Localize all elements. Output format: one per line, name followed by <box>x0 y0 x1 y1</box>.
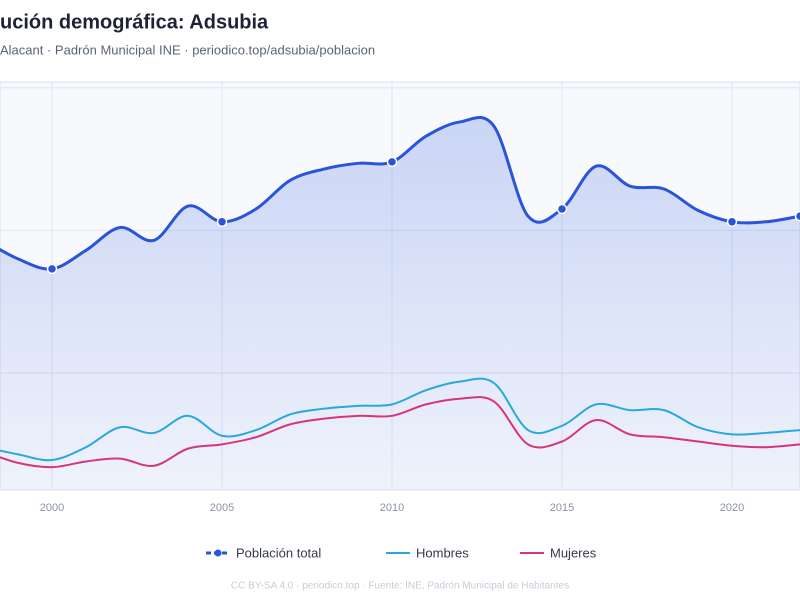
line <box>0 377 800 462</box>
point <box>794 210 800 222</box>
point <box>46 263 58 275</box>
point <box>726 216 738 228</box>
x-tick-label: 2015 <box>550 502 574 514</box>
chart-title: ución demográfica: Adsubia <box>0 11 269 33</box>
point <box>386 156 398 168</box>
x-tick-label: 2020 <box>720 502 744 514</box>
legend-label: Mujeres <box>550 545 597 560</box>
point <box>556 203 568 215</box>
x-tick-label: 2005 <box>210 502 234 514</box>
x-tick-label: 2000 <box>40 502 64 514</box>
line <box>0 396 800 469</box>
legend-label: Población total <box>236 545 321 560</box>
legend-swatch <box>214 549 222 557</box>
x-tick-label: 2010 <box>380 502 404 514</box>
footer: CC BY-SA 4.0 · periodico.top · Fuente: I… <box>231 581 569 592</box>
point <box>216 216 228 228</box>
chart-subtitle: Alacant · Padrón Municipal INE · periodi… <box>0 42 375 57</box>
legend-label: Hombres <box>416 545 469 560</box>
